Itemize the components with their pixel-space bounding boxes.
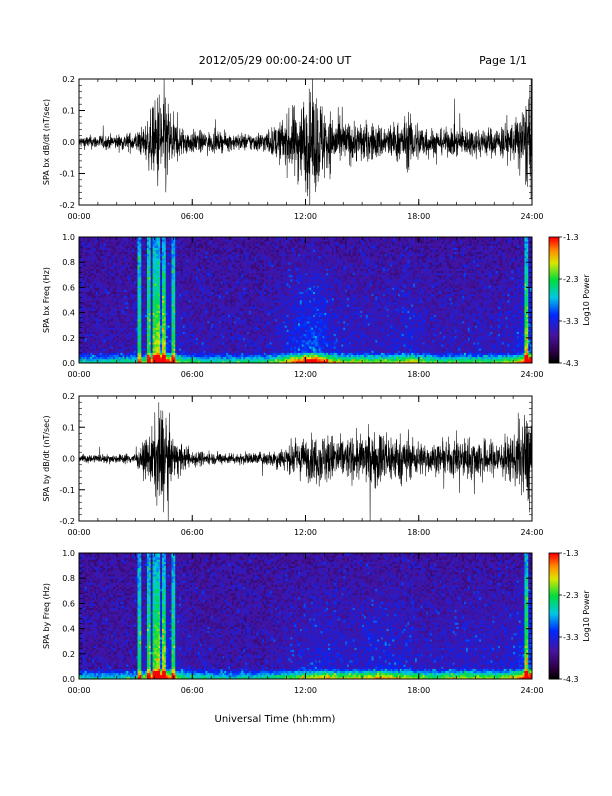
x-tick-label: 12:00 xyxy=(294,212,317,221)
panel-bx-dbdt: 00:00 06:00 12:00 18:00 24:00 0.2 0.1 0.0 -0.1 -0… xyxy=(42,66,544,221)
y-tick-label: -0.1 xyxy=(59,170,75,179)
spectrogram-cells xyxy=(79,237,532,363)
x-tick-label: 24:00 xyxy=(520,212,543,221)
y-axis-label: SPA bx dB/dt (nT/sec) xyxy=(42,99,51,185)
y-tick-label: 0.1 xyxy=(62,107,75,116)
x-tick-label: 00:00 xyxy=(67,212,90,221)
x-tick-label: 18:00 xyxy=(407,212,430,221)
header-date-range: 2012/05/29 00:00-24:00 UT xyxy=(199,54,352,67)
x-tick-label: 06:00 xyxy=(181,212,204,221)
series-line xyxy=(79,66,532,209)
y-tick-label: 0.2 xyxy=(62,75,75,84)
y-tick-label: 0.0 xyxy=(62,138,75,147)
y-tick-label: -0.2 xyxy=(59,201,75,210)
header-page-number: Page 1/1 xyxy=(479,54,527,67)
